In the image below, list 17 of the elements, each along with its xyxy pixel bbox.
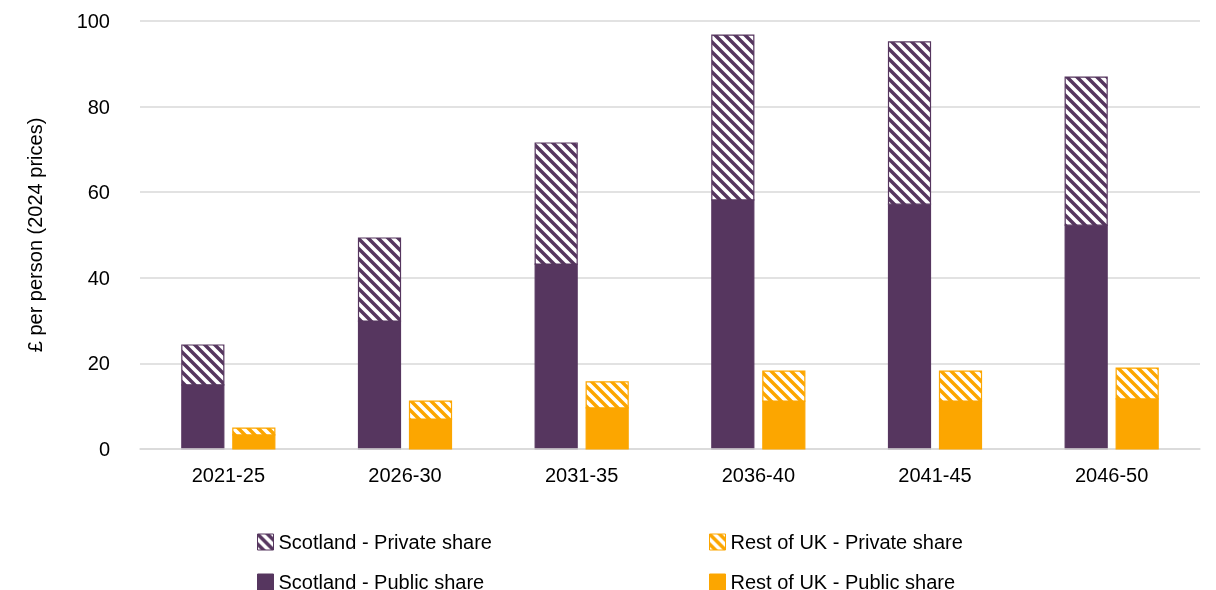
x-tick-label: 2041-45 <box>898 464 972 486</box>
y-tick-label: 60 <box>87 181 110 204</box>
y-tick-label: 80 <box>87 95 110 118</box>
y-tick-label: 40 <box>87 266 110 289</box>
legend-label: Rest of UK - Private share <box>730 531 963 553</box>
y-tick-label: 0 <box>98 438 110 460</box>
legend-label: Rest of UK - Public share <box>730 571 956 590</box>
x-tick-label: 2031-35 <box>544 464 619 486</box>
y-tick-label: 100 <box>76 10 110 32</box>
y-tick-label: 20 <box>87 352 110 375</box>
legend-label: Scotland - Private share <box>278 531 492 553</box>
x-tick-label: 2036-40 <box>721 464 796 486</box>
x-tick-label: 2021-25 <box>191 464 266 486</box>
legend-label: Scotland - Public share <box>278 571 485 590</box>
y-axis-title: £ per person (2024 prices) <box>24 117 46 353</box>
x-tick-label: 2046-50 <box>1074 464 1149 486</box>
x-tick-label: 2026-30 <box>368 464 442 486</box>
